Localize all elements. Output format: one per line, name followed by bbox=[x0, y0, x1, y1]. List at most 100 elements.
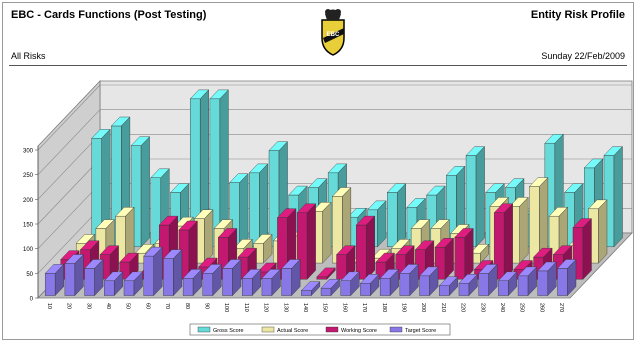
bar bbox=[242, 278, 253, 296]
bar-side bbox=[306, 203, 316, 280]
y-tick-label: 250 bbox=[23, 173, 34, 179]
y-tick-label: 100 bbox=[23, 247, 34, 253]
x-tick-label: 160 bbox=[341, 303, 347, 312]
gridline-side bbox=[37, 183, 101, 249]
bar-side bbox=[322, 201, 332, 264]
legend-box bbox=[189, 323, 451, 336]
x-tick-label: 220 bbox=[460, 303, 466, 312]
x-tick-label: 10 bbox=[46, 303, 52, 309]
bar-side bbox=[346, 245, 356, 280]
y-tick-label: 50 bbox=[26, 272, 33, 278]
gridline-side bbox=[37, 109, 101, 175]
bar-side bbox=[409, 263, 419, 297]
x-tick-label: 80 bbox=[184, 303, 190, 309]
x-tick-label: 180 bbox=[381, 303, 387, 312]
bar bbox=[419, 275, 430, 296]
bar bbox=[340, 280, 351, 296]
bar-side bbox=[192, 268, 202, 297]
x-tick-label: 190 bbox=[401, 303, 407, 312]
bar bbox=[163, 258, 174, 296]
bar bbox=[222, 268, 233, 296]
bar-side bbox=[140, 136, 150, 248]
bar bbox=[320, 287, 332, 296]
x-tick-label: 150 bbox=[322, 303, 328, 312]
legend-label: Target Score bbox=[405, 328, 436, 334]
x-tick-label: 270 bbox=[558, 303, 564, 312]
x-tick-label: 250 bbox=[519, 303, 525, 312]
bar-side bbox=[232, 258, 242, 297]
bar-side bbox=[212, 263, 222, 297]
bar-side bbox=[271, 268, 281, 297]
bar-side bbox=[311, 281, 321, 297]
bar bbox=[202, 273, 214, 296]
x-tick-label: 200 bbox=[420, 303, 426, 312]
bar bbox=[336, 254, 347, 280]
x-tick-label: 240 bbox=[499, 303, 505, 312]
bar-side bbox=[449, 276, 458, 297]
bar-side bbox=[377, 200, 387, 248]
x-tick-label: 110 bbox=[243, 303, 249, 312]
y-tick-label: 0 bbox=[30, 297, 34, 303]
bar-side bbox=[389, 268, 399, 297]
bar-side bbox=[475, 146, 485, 248]
bar bbox=[537, 270, 548, 296]
report-type: Entity Risk Profile bbox=[530, 9, 625, 21]
bar-side bbox=[503, 203, 513, 280]
x-tick-label: 20 bbox=[66, 303, 72, 309]
bar-side bbox=[464, 227, 474, 280]
legend-label: Working Score bbox=[341, 328, 377, 334]
legend-swatch bbox=[197, 326, 211, 333]
bar-side bbox=[54, 263, 64, 297]
x-tick-label: 140 bbox=[302, 303, 308, 312]
bar bbox=[84, 268, 95, 296]
x-tick-label: 70 bbox=[164, 303, 170, 309]
legend-label: Gross Score bbox=[213, 328, 244, 334]
bar-side bbox=[252, 268, 261, 297]
x-tick-label: 60 bbox=[144, 303, 150, 309]
bar bbox=[356, 224, 367, 280]
bar-side bbox=[519, 196, 529, 264]
risk-filter-label: All Risks bbox=[11, 51, 46, 61]
x-tick-label: 120 bbox=[263, 303, 269, 312]
logo-text: EBC bbox=[327, 32, 340, 38]
bar bbox=[458, 283, 470, 296]
y-tick-label: 200 bbox=[23, 198, 34, 204]
bar bbox=[387, 192, 398, 248]
bar bbox=[498, 280, 509, 296]
legend-label: Actual Score bbox=[277, 328, 308, 334]
bar-side bbox=[488, 263, 498, 297]
gridline-side bbox=[37, 208, 101, 274]
y-tick-label: 150 bbox=[23, 223, 34, 229]
bar bbox=[529, 186, 540, 264]
gridline-side bbox=[37, 84, 101, 151]
x-tick-label: 50 bbox=[125, 303, 131, 309]
bar bbox=[143, 255, 154, 296]
bar bbox=[182, 278, 194, 296]
bar-side bbox=[480, 243, 489, 264]
bar-side bbox=[397, 183, 406, 248]
bar-side bbox=[429, 266, 439, 297]
x-tick-label: 130 bbox=[282, 303, 288, 312]
bar-side bbox=[366, 215, 375, 280]
bar-side bbox=[582, 218, 592, 280]
bar bbox=[399, 273, 411, 296]
bar-side bbox=[350, 271, 360, 297]
company-logo: EBC bbox=[321, 9, 345, 56]
x-tick-label: 40 bbox=[105, 303, 111, 309]
gridline-side bbox=[37, 134, 101, 200]
bar bbox=[316, 276, 328, 280]
bar-side bbox=[153, 246, 163, 297]
legend-swatch bbox=[261, 326, 275, 333]
legend-swatch bbox=[389, 326, 403, 333]
bar-side bbox=[370, 273, 380, 297]
bar-side bbox=[173, 249, 183, 297]
bar-side bbox=[567, 258, 577, 297]
report-date: Sunday 22/Feb/2009 bbox=[541, 51, 625, 61]
bar-side bbox=[444, 237, 454, 280]
x-tick-label: 170 bbox=[361, 303, 367, 312]
bar bbox=[360, 283, 371, 296]
bar-side bbox=[598, 199, 608, 264]
bar-side bbox=[74, 254, 84, 297]
x-tick-label: 260 bbox=[538, 303, 544, 312]
